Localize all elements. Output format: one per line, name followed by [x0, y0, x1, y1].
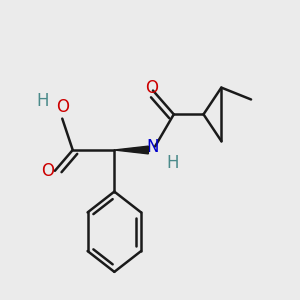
Text: O: O [145, 79, 158, 97]
Text: O: O [41, 162, 54, 180]
Polygon shape [114, 146, 148, 154]
Text: O: O [56, 98, 69, 116]
Text: H: H [37, 92, 49, 110]
Text: N: N [147, 138, 159, 156]
Text: H: H [166, 154, 178, 172]
